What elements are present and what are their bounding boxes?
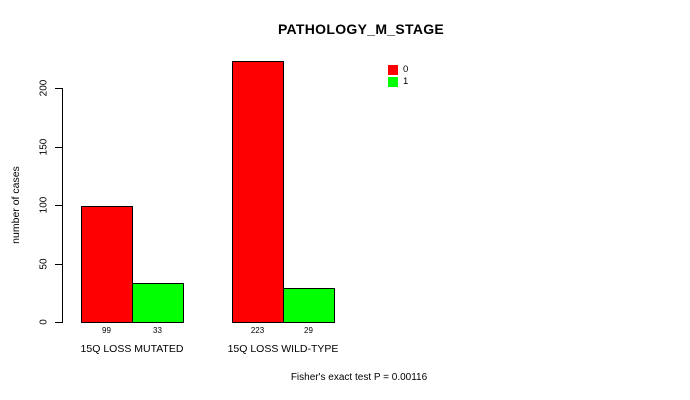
legend-swatch-red: [388, 65, 398, 75]
legend-item-1: 1: [388, 76, 408, 88]
bar-value-label: 99: [102, 326, 111, 335]
y-axis-tick: [55, 205, 62, 206]
bar-series0-group0: [81, 206, 133, 323]
bar-value-label: 223: [250, 326, 265, 335]
y-axis-line: [62, 88, 63, 323]
legend-item-0: 0: [388, 64, 408, 76]
category-label: 15Q LOSS WILD-TYPE: [227, 343, 339, 355]
pvalue-annotation: Fisher's exact test P = 0.00116: [290, 372, 428, 383]
bar-value-label: 29: [304, 326, 313, 335]
y-axis-tick: [55, 88, 62, 89]
bar-value-label: 33: [153, 326, 162, 335]
y-tick-label: 0: [38, 319, 50, 325]
bar-series0-group1: [232, 61, 284, 323]
y-tick-label: 150: [38, 138, 50, 155]
y-tick-label: 50: [38, 257, 50, 270]
bar-series1-group0: [132, 283, 184, 323]
y-tick-label: 100: [38, 196, 50, 214]
legend-label-1: 1: [403, 76, 409, 87]
y-axis-tick: [55, 146, 62, 148]
y-axis-tick: [55, 322, 62, 323]
bar-series1-group1: [283, 288, 335, 323]
legend: 0 1: [388, 64, 408, 88]
y-axis-tick: [55, 263, 62, 265]
legend-swatch-green: [388, 77, 398, 87]
legend-label-0: 0: [403, 64, 409, 75]
category-label: 15Q LOSS MUTATED: [80, 343, 184, 355]
y-tick-label: 200: [38, 79, 50, 97]
chart-title: PATHOLOGY_M_STAGE: [277, 21, 445, 37]
